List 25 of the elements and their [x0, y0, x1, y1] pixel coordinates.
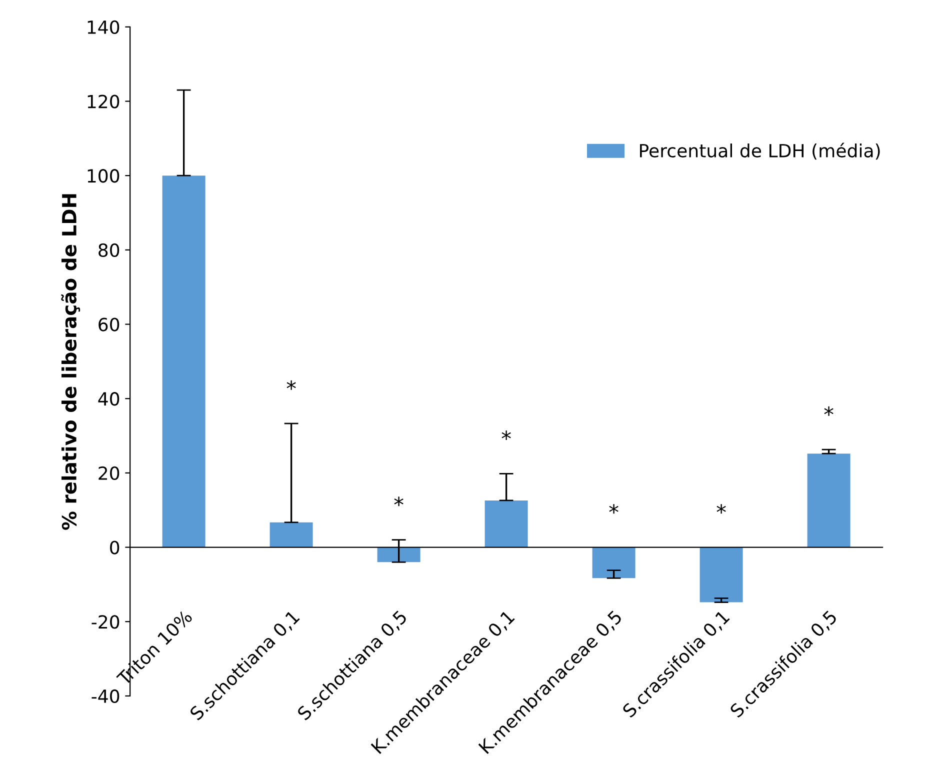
y-tick-label: 0: [110, 540, 120, 554]
y-tick-label: -40: [92, 689, 120, 704]
bar: [807, 454, 850, 548]
y-tick-label: 40: [98, 392, 120, 406]
y-axis-title: % relativo de liberação de LDH: [61, 194, 80, 530]
bar: [592, 547, 636, 578]
y-tick-label: 120: [88, 94, 120, 108]
annotation: *: [394, 496, 404, 506]
bar: [700, 547, 743, 602]
annotation: *: [286, 380, 296, 390]
y-tick-label: -20: [92, 615, 120, 629]
annotation: *: [824, 406, 834, 416]
bar: [377, 547, 420, 562]
y-tick-label: 80: [98, 243, 120, 258]
annotation: *: [502, 430, 511, 440]
bar: [484, 500, 528, 548]
annotation: *: [716, 504, 726, 514]
y-tick-label: 20: [98, 466, 120, 480]
bar: [270, 522, 313, 548]
y-tick-label: 140: [88, 20, 120, 34]
legend-label: Percentual de LDH (média): [640, 142, 880, 160]
bar: [162, 176, 206, 548]
annotation: *: [609, 504, 618, 514]
y-tick-label: 100: [88, 169, 120, 183]
y-tick-label: 60: [98, 318, 120, 332]
